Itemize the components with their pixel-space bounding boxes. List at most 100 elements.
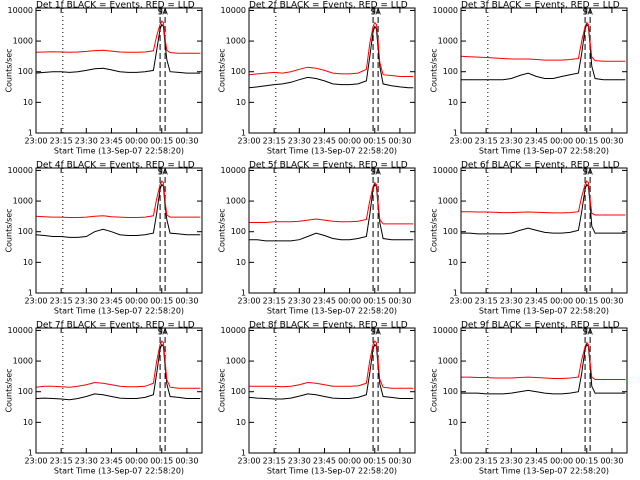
y-tick-label: 10 xyxy=(448,418,458,427)
x-tick-label: 23:00 xyxy=(449,457,472,466)
plot-frame xyxy=(248,167,416,294)
y-tick-label: 10000 xyxy=(8,6,33,15)
x-tick-label: 23:15 xyxy=(475,297,498,306)
x-tick-label: 00:30 xyxy=(175,297,198,306)
data-line xyxy=(461,23,626,81)
annotation: S xyxy=(158,168,163,177)
data-line xyxy=(35,340,201,389)
y-tick-label: 10 xyxy=(23,98,33,107)
chart-title: Det 9f BLACK = Events, RED = LLD xyxy=(461,321,620,331)
data-line xyxy=(35,20,201,54)
y-axis-label: Counts/sec xyxy=(5,48,14,92)
plot-frame xyxy=(460,327,628,454)
y-axis-label: Counts/sec xyxy=(218,208,227,252)
annotation: A xyxy=(162,168,168,177)
y-tick-label: 1000 xyxy=(13,357,33,366)
x-tick-label: 23:00 xyxy=(237,137,260,146)
chart-title: Det 8f BLACK = Events, RED = LLD xyxy=(249,321,408,331)
y-tick-label: 10000 xyxy=(221,6,246,15)
x-tick-label: 00:15 xyxy=(363,297,386,306)
y-tick-label: 10 xyxy=(23,418,33,427)
x-tick-label: 00:15 xyxy=(150,297,173,306)
x-axis-label: Start Time (13-Sep-07 22:58:20) xyxy=(267,147,397,156)
y-tick-label: 100 xyxy=(443,67,458,76)
annotation: S xyxy=(371,328,376,337)
chart-title: Det 3f BLACK = Events, RED = LLD xyxy=(461,1,620,11)
y-tick-label: 1 xyxy=(241,289,246,298)
y-tick-label: 1 xyxy=(241,129,246,138)
data-line xyxy=(248,25,414,89)
x-tick-label: 00:00 xyxy=(550,297,573,306)
chart-title: Det 1f BLACK = Events, RED = LLD xyxy=(36,1,195,11)
annotation: A xyxy=(162,328,168,337)
x-tick-label: 00:15 xyxy=(150,137,173,146)
x-tick-label: 00:00 xyxy=(338,297,361,306)
x-tick-label: 00:30 xyxy=(600,137,623,146)
y-tick-label: 1000 xyxy=(13,197,33,206)
x-tick-label: 00:00 xyxy=(125,297,148,306)
y-tick-label: 1 xyxy=(28,289,33,298)
x-tick-label: 23:45 xyxy=(525,137,548,146)
y-tick-label: 100 xyxy=(231,67,246,76)
x-tick-label: 00:30 xyxy=(600,297,623,306)
x-tick-label: 23:45 xyxy=(100,457,123,466)
y-tick-label: 10 xyxy=(236,258,246,267)
x-tick-label: 23:15 xyxy=(263,137,286,146)
annotation: A xyxy=(587,328,593,337)
x-tick-label: 23:45 xyxy=(100,297,123,306)
annotation: S xyxy=(371,8,376,17)
y-tick-label: 1000 xyxy=(226,197,246,206)
y-tick-label: 10 xyxy=(448,98,458,107)
plot-frame xyxy=(35,327,203,454)
chart-title: Det 5f BLACK = Events, RED = LLD xyxy=(249,161,408,171)
y-tick-label: 1 xyxy=(28,129,33,138)
x-tick-label: 23:45 xyxy=(313,457,336,466)
chart-title: Det 4f BLACK = Events, RED = LLD xyxy=(36,161,195,171)
y-axis-label: Counts/sec xyxy=(430,208,439,252)
x-axis-label: Start Time (13-Sep-07 22:58:20) xyxy=(54,147,184,156)
x-tick-label: 23:45 xyxy=(525,457,548,466)
annotation: S xyxy=(158,8,163,17)
y-tick-label: 10 xyxy=(23,258,33,267)
x-tick-label: 23:15 xyxy=(263,457,286,466)
y-tick-label: 1 xyxy=(28,449,33,458)
x-tick-label: 23:00 xyxy=(449,137,472,146)
x-tick-label: 23:00 xyxy=(24,137,47,146)
data-line xyxy=(248,343,414,400)
x-tick-label: 00:00 xyxy=(125,137,148,146)
data-line xyxy=(249,183,414,242)
x-tick-label: 23:30 xyxy=(500,297,523,306)
y-tick-label: 100 xyxy=(443,387,458,396)
y-axis-label: Counts/sec xyxy=(218,368,227,412)
plot-frame xyxy=(35,167,203,294)
x-tick-label: 00:30 xyxy=(388,137,411,146)
y-tick-label: 100 xyxy=(18,387,33,396)
x-tick-label: 23:30 xyxy=(288,457,311,466)
y-tick-label: 100 xyxy=(18,67,33,76)
y-tick-label: 100 xyxy=(231,227,246,236)
y-tick-label: 1 xyxy=(241,449,246,458)
data-line xyxy=(35,23,201,74)
y-tick-label: 10000 xyxy=(433,166,458,175)
y-axis-label: Counts/sec xyxy=(5,208,14,252)
annotation: S xyxy=(583,328,588,337)
plot-frame xyxy=(35,7,203,134)
data-line xyxy=(461,341,626,380)
x-tick-label: 23:00 xyxy=(24,457,47,466)
y-tick-label: 1000 xyxy=(438,197,458,206)
y-tick-label: 10 xyxy=(448,258,458,267)
x-tick-label: 23:30 xyxy=(500,457,523,466)
plot-frame xyxy=(460,167,628,294)
x-tick-label: 00:15 xyxy=(363,457,386,466)
data-line xyxy=(461,183,626,235)
annotation: A xyxy=(375,328,381,337)
x-tick-label: 00:15 xyxy=(575,297,598,306)
y-tick-label: 1 xyxy=(453,449,458,458)
x-tick-label: 23:00 xyxy=(24,297,47,306)
x-tick-label: 23:00 xyxy=(237,457,260,466)
x-tick-label: 23:15 xyxy=(50,457,73,466)
y-tick-label: 1000 xyxy=(438,357,458,366)
x-tick-label: 23:00 xyxy=(237,297,260,306)
y-tick-label: 10000 xyxy=(8,326,33,335)
x-tick-label: 00:30 xyxy=(175,457,198,466)
